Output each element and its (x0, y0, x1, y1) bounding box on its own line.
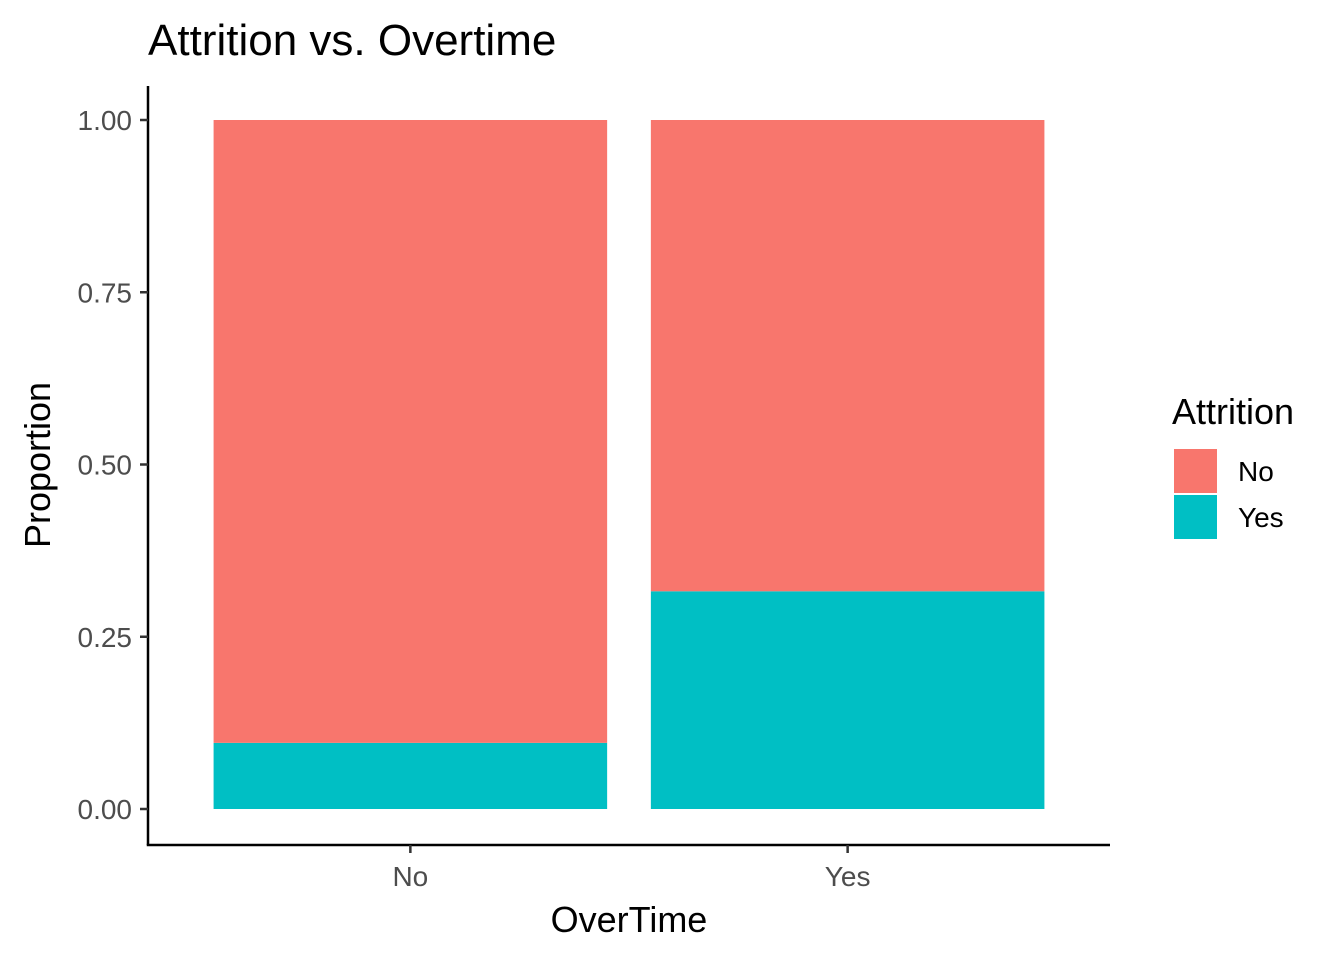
y-tick-label: 0.00 (78, 794, 133, 825)
x-axis-title: OverTime (551, 899, 708, 940)
y-axis-title: Proportion (17, 382, 58, 548)
y-tick-label: 0.50 (78, 450, 133, 481)
legend: Attrition No Yes (1172, 391, 1294, 539)
x-tick-label: No (392, 861, 428, 892)
bar-yes-no (650, 120, 1045, 592)
y-tick-label: 1.00 (78, 105, 133, 136)
bar-yes-yes (650, 591, 1045, 809)
bar-no-no (213, 120, 608, 743)
legend-key-no (1174, 449, 1217, 493)
y-tick-label: 0.25 (78, 622, 133, 653)
legend-entries: No Yes (1174, 449, 1284, 539)
legend-label-yes: Yes (1238, 502, 1284, 533)
x-tick-label: Yes (825, 861, 871, 892)
y-axis-ticks: 0.00 0.25 0.50 0.75 1.00 (78, 105, 148, 825)
bar-no-yes (213, 742, 608, 809)
chart-title: Attrition vs. Overtime (148, 16, 556, 65)
bars-layer (213, 120, 1045, 809)
legend-key-yes (1174, 495, 1217, 539)
legend-title: Attrition (1172, 391, 1294, 432)
legend-label-no: No (1238, 456, 1274, 487)
x-axis-ticks: No Yes (392, 845, 870, 892)
y-tick-label: 0.75 (78, 277, 133, 308)
